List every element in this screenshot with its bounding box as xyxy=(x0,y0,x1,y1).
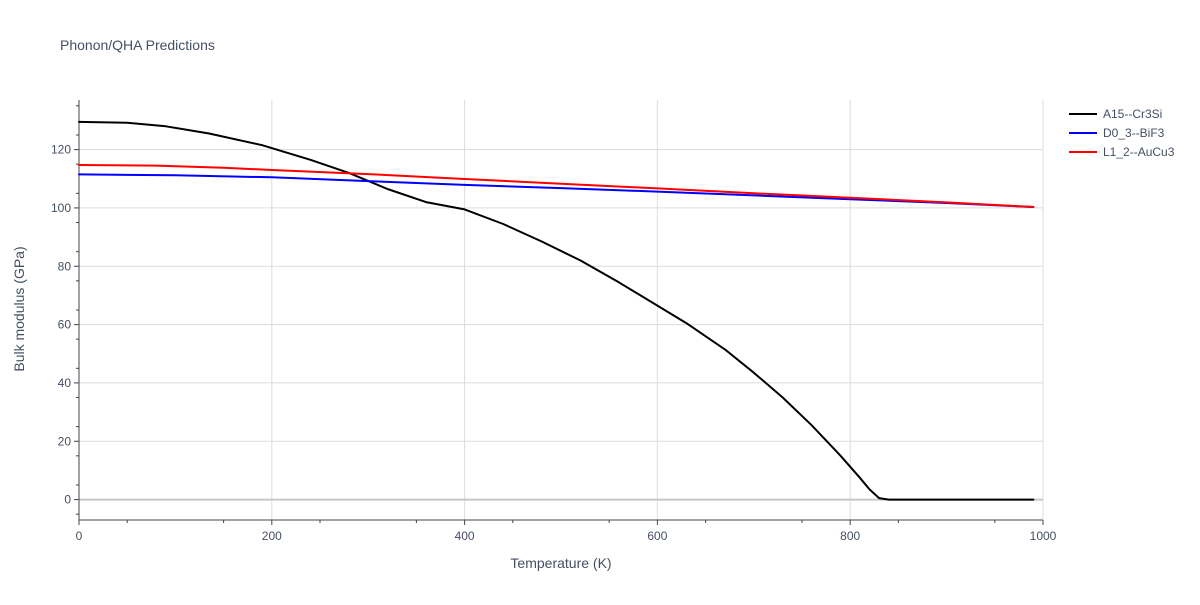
series-line-3[interactable] xyxy=(78,164,1035,208)
series-line-1[interactable] xyxy=(78,120,1035,501)
x-tick-label: 600 xyxy=(647,529,667,543)
x-tick-label: 200 xyxy=(262,529,282,543)
y-tick-label: 120 xyxy=(51,143,71,157)
x-axis-label: Temperature (K) xyxy=(510,555,611,571)
y-tick-label: 100 xyxy=(51,201,71,215)
y-tick-label: 60 xyxy=(58,318,72,332)
grid xyxy=(79,100,1044,520)
legend-item[interactable]: D0_3--BiF3 xyxy=(1069,126,1165,140)
legend-label: L1_2--AuCu3 xyxy=(1103,145,1175,159)
legend[interactable]: A15--Cr3Si D0_3--BiF3 L1_2--AuCu3 xyxy=(1069,107,1175,159)
x-tick-label: 0 xyxy=(76,529,83,543)
y-axis-label: Bulk modulus (GPa) xyxy=(11,246,27,371)
y-tick-label: 80 xyxy=(58,259,72,273)
legend-item[interactable]: A15--Cr3Si xyxy=(1069,107,1162,121)
y-tick-label: 40 xyxy=(58,376,72,390)
x-tick-label: 1000 xyxy=(1030,529,1057,543)
axes: 0 200 400 600 800 1000 0 20 40 60 80 100 120 xyxy=(51,100,1057,543)
x-tick-label: 400 xyxy=(455,529,475,543)
y-tick-label: 20 xyxy=(58,434,72,448)
legend-item[interactable]: L1_2--AuCu3 xyxy=(1069,145,1175,159)
x-tick-label: 800 xyxy=(840,529,860,543)
plot-area xyxy=(78,120,1035,501)
y-tick-label: 0 xyxy=(64,493,71,507)
chart-title: Phonon/QHA Predictions xyxy=(60,37,215,53)
series-line-2[interactable] xyxy=(78,173,1035,208)
legend-label: D0_3--BiF3 xyxy=(1103,126,1165,140)
legend-label: A15--Cr3Si xyxy=(1103,107,1162,121)
